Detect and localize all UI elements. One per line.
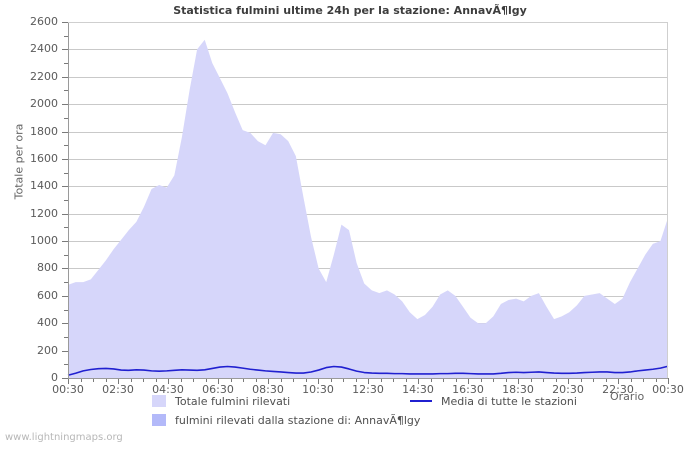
legend-label-station: fulmini rilevati dalla stazione di: Anna… [175, 413, 421, 427]
legend-item-total: Totale fulmini rilevati [152, 392, 290, 410]
x-tick-label: 00:30 [652, 383, 684, 396]
y-tick-label: 1000 [30, 234, 58, 248]
legend-label-average: Media di tutte le stazioni [441, 394, 577, 408]
y-tick-label: 0 [51, 371, 58, 384]
chart-legend: Totale fulmini rilevati Media di tutte l… [0, 392, 700, 432]
x-tick-label: 12:30 [352, 383, 384, 396]
legend-swatch-station [152, 414, 166, 426]
y-tick-label: 1400 [30, 179, 58, 193]
y-tick-label: 800 [37, 261, 58, 275]
x-tick-label: 14:30 [402, 383, 434, 396]
x-tick-label: 22:30 [602, 383, 634, 396]
chart-title: Statistica fulmini ultime 24h per la sta… [173, 4, 527, 17]
y-tick-label: 2600 [30, 15, 58, 28]
y-tick-label: 2400 [30, 42, 58, 56]
y-tick-label: 400 [37, 316, 58, 330]
x-tick-label: 20:30 [552, 383, 584, 396]
legend-item-station: fulmini rilevati dalla stazione di: Anna… [152, 411, 420, 429]
x-tick-label: 00:30 [52, 383, 84, 396]
x-tick-label: 18:30 [502, 383, 534, 396]
y-tick-label: 1600 [30, 151, 58, 165]
legend-item-average: Media di tutte le stazioni [410, 392, 577, 410]
x-tick-label: 02:30 [102, 383, 134, 396]
x-tick-label: 16:30 [452, 383, 484, 396]
legend-line-average [410, 400, 432, 402]
legend-label-total: Totale fulmini rilevati [175, 394, 291, 408]
y-tick-label: 1800 [30, 124, 58, 138]
x-tick-label: 04:30 [152, 383, 184, 396]
y-tick-label: 200 [37, 343, 58, 357]
y-tick-label: 2000 [30, 97, 58, 111]
legend-swatch-total [152, 395, 166, 407]
y-tick-label: 2200 [30, 69, 58, 83]
y-tick-label: 600 [37, 288, 58, 302]
line-average-all-stations [67, 365, 669, 377]
x-axis-title: Orario [610, 390, 645, 403]
x-tick-label: 08:30 [252, 383, 284, 396]
x-tick-label: 10:30 [302, 383, 334, 396]
watermark: www.lightningmaps.org [5, 432, 123, 443]
y-tick-label: 1200 [30, 206, 58, 220]
area-total-detected [68, 39, 668, 379]
x-tick-label: 06:30 [202, 383, 234, 396]
